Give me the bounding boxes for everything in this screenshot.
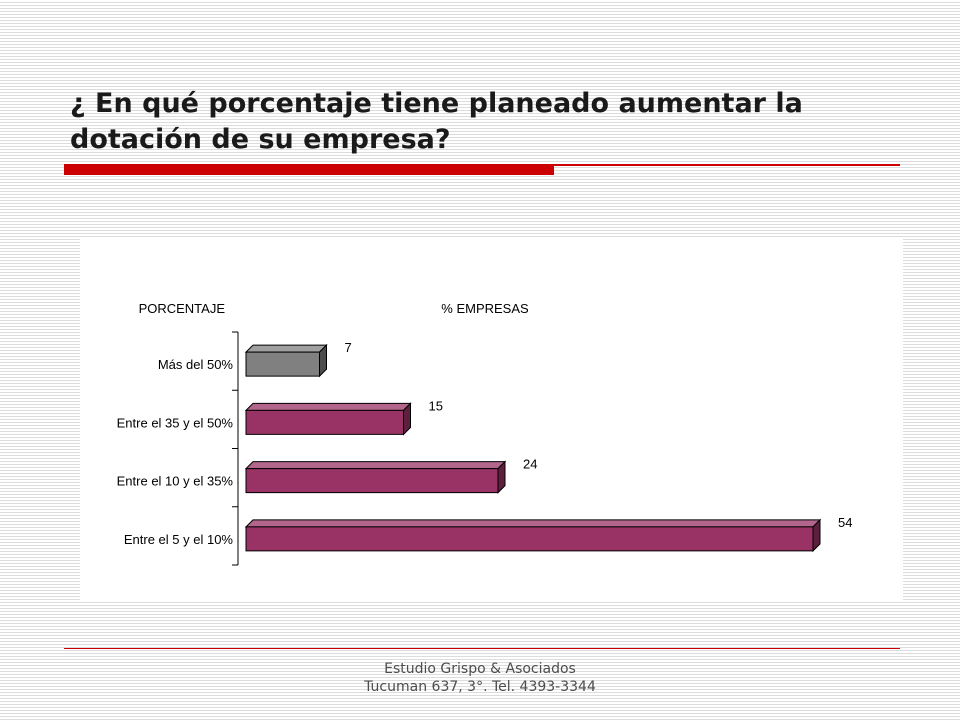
chart-panel: PORCENTAJE % EMPRESAS Más del 50% 7 Entre … — [80, 238, 903, 602]
category-axis-title: PORCENTAJE — [139, 301, 226, 316]
bar-top-face — [244, 519, 822, 528]
data-label: 15 — [429, 398, 443, 413]
data-label: 24 — [523, 457, 537, 472]
data-label: 54 — [838, 515, 852, 530]
bar-chart: PORCENTAJE % EMPRESAS Más del 50% 7 Entre … — [117, 301, 852, 566]
category-label: Más del 50% — [158, 357, 234, 372]
bar — [245, 526, 814, 552]
title-underline-thin — [64, 164, 900, 166]
bars-group: Más del 50% 7 Entre el 35 y el 50% 15 Entre … — [117, 331, 852, 566]
category-label: Entre el 10 y el 35% — [117, 474, 234, 489]
bar — [245, 468, 499, 494]
category-label: Entre el 5 y el 10% — [124, 532, 234, 547]
footer-address: Tucuman 637, 3°. Tel. 4393-3344 — [364, 679, 596, 695]
bar-top-face — [244, 344, 328, 353]
slide-title: ¿ En qué porcentaje tiene planeado aumen… — [70, 88, 803, 155]
bar-top-face — [244, 461, 507, 470]
bar-top-face — [244, 402, 412, 411]
bar — [245, 351, 320, 377]
footer-company: Estudio Grispo & Asociados — [384, 661, 576, 677]
footer-rule — [64, 648, 900, 649]
data-label: 7 — [345, 340, 352, 355]
bar — [245, 409, 404, 435]
category-label: Entre el 35 y el 50% — [117, 415, 234, 430]
footer: Estudio Grispo & Asociados Tucuman 637, … — [0, 660, 960, 696]
title-underline-bar — [64, 166, 554, 175]
value-axis-title: % EMPRESAS — [441, 301, 529, 316]
